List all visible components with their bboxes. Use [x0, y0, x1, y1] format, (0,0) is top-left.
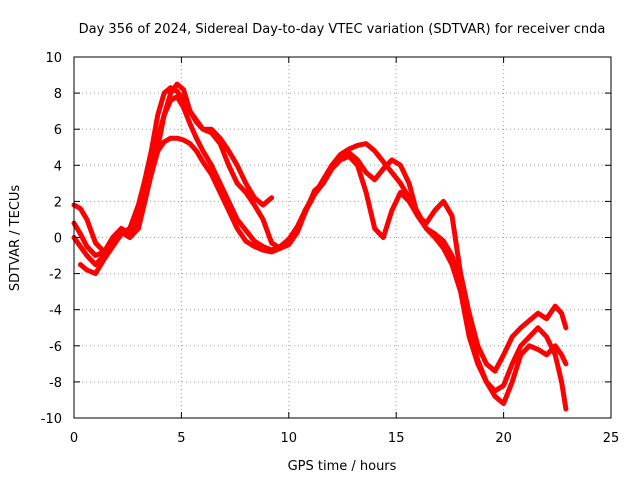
y-tick-label: 4 — [54, 159, 62, 174]
x-tick-label: 0 — [70, 431, 78, 446]
y-tick-label: -6 — [49, 340, 62, 355]
x-tick-labels: 0 5 10 15 20 25 — [70, 431, 619, 446]
x-tick-label: 10 — [281, 431, 298, 446]
x-axis-label: GPS time / hours — [288, 459, 397, 474]
grid-lines — [74, 57, 611, 418]
series-trace-3 — [71, 94, 569, 412]
y-tick-labels: -10 -8 -6 -4 -2 0 2 4 6 8 10 — [41, 51, 62, 427]
y-tick-label: -2 — [49, 268, 62, 283]
series-trace-1 — [71, 85, 569, 374]
y-tick-label: 10 — [45, 51, 62, 66]
y-tick-label: 2 — [54, 195, 62, 210]
y-tick-label: 0 — [54, 232, 62, 247]
series-trace-4 — [77, 81, 275, 277]
x-tick-label: 15 — [388, 431, 405, 446]
y-axis-label: SDTVAR / TECUs — [8, 185, 23, 292]
y-tick-label: 8 — [54, 87, 62, 102]
axis-ticks — [73, 56, 612, 419]
series-group — [71, 81, 569, 412]
y-tick-label: -10 — [41, 412, 62, 427]
y-tick-label: -8 — [49, 376, 62, 391]
y-tick-label: 6 — [54, 123, 62, 138]
x-tick-label: 20 — [495, 431, 512, 446]
x-tick-label: 25 — [603, 431, 620, 446]
x-tick-label: 5 — [177, 431, 185, 446]
y-tick-label: -4 — [49, 304, 62, 319]
chart-title: Day 356 of 2024, Sidereal Day-to-day VTE… — [79, 22, 606, 37]
